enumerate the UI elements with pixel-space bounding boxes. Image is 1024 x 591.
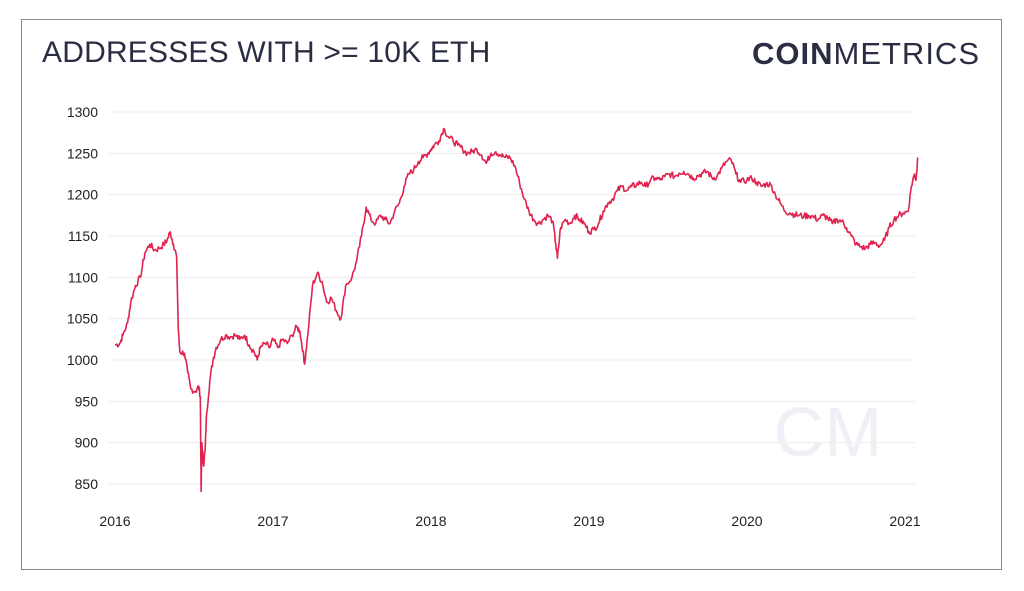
y-tick-label: 1000 [67,352,98,368]
y-tick-label: 950 [75,393,99,409]
chart-frame [21,19,1002,570]
logo-bold-text: COIN [752,36,834,71]
y-tick-label: 1250 [67,145,98,161]
series-line [114,127,919,493]
x-tick-label: 2021 [889,513,920,529]
y-tick-label: 1100 [68,269,98,285]
grid-lines [108,111,915,485]
x-tick-label: 2017 [257,513,288,529]
x-tick-label: 2019 [573,513,604,529]
x-tick-label: 2020 [731,513,762,529]
y-tick-label: 1300 [67,104,98,120]
y-tick-label: 1050 [67,311,98,327]
y-tick-label: 850 [75,476,99,492]
y-tick-label: 900 [75,435,99,451]
y-tick-label: 1200 [67,187,98,203]
y-axis: 850 900 950 1000 1050 1100 1150 1200 1250 1300 [67,104,98,492]
x-axis: 2016 2017 2018 2019 2020 2021 [99,513,920,529]
cm-watermark: CM [774,393,883,471]
chart-title: ADDRESSES WITH >= 10K ETH [42,36,491,69]
coinmetrics-logo: COINMETRICS [752,36,980,72]
y-tick-label: 1150 [68,228,98,244]
x-tick-label: 2018 [415,513,446,529]
watermark-text: CM [774,393,883,471]
x-tick-label: 2016 [99,513,130,529]
logo-light-text: METRICS [833,36,980,71]
